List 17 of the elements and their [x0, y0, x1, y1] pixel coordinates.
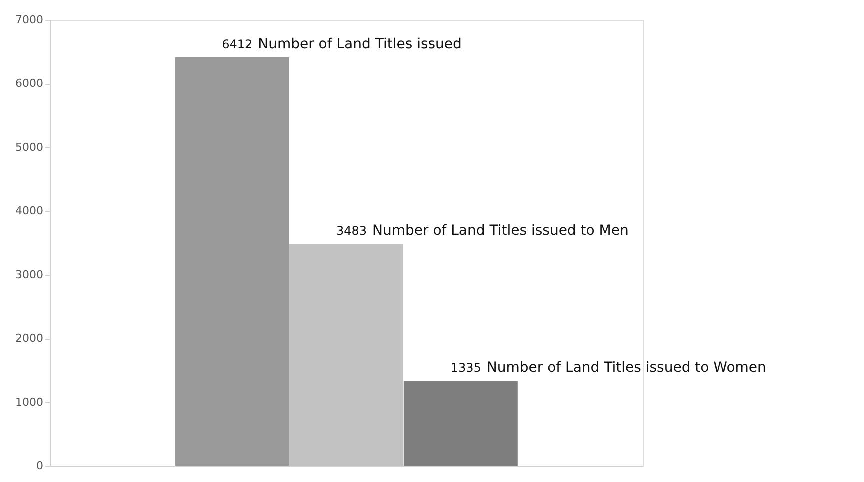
y-tick-label: 5000	[16, 140, 44, 154]
bar	[175, 57, 290, 466]
data-label: 1335	[450, 360, 482, 375]
series-label: Number of Land Titles issued to Women	[486, 360, 766, 376]
y-tick-label: 6000	[16, 77, 44, 90]
y-tick-label: 4000	[16, 204, 44, 218]
y-tick-label: 0	[36, 460, 44, 472]
data-label: 3483	[336, 224, 368, 238]
bar	[290, 244, 404, 466]
y-tick-label: 2000	[16, 332, 44, 346]
bar	[404, 380, 518, 466]
series-label: Number of Land Titles issued to Men	[372, 223, 629, 240]
series-label: Number of Land Titles issued	[258, 36, 462, 52]
data-label: 6412	[222, 37, 253, 52]
y-tick-label: 1000	[16, 396, 44, 409]
y-tick-label: 7000	[16, 14, 44, 26]
y-tick-label: 3000	[16, 268, 44, 282]
